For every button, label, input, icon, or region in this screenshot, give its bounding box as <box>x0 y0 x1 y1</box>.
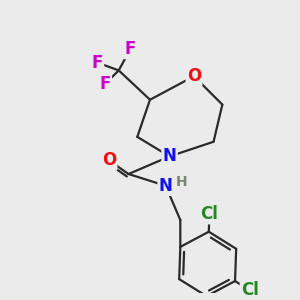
Text: Cl: Cl <box>241 281 259 299</box>
Text: N: N <box>159 177 172 195</box>
Text: O: O <box>187 67 201 85</box>
Text: N: N <box>163 147 176 165</box>
Text: O: O <box>102 151 116 169</box>
Text: H: H <box>176 175 187 189</box>
Text: F: F <box>92 54 103 72</box>
Text: Cl: Cl <box>200 205 218 223</box>
Text: F: F <box>99 75 111 93</box>
Text: F: F <box>125 40 136 58</box>
